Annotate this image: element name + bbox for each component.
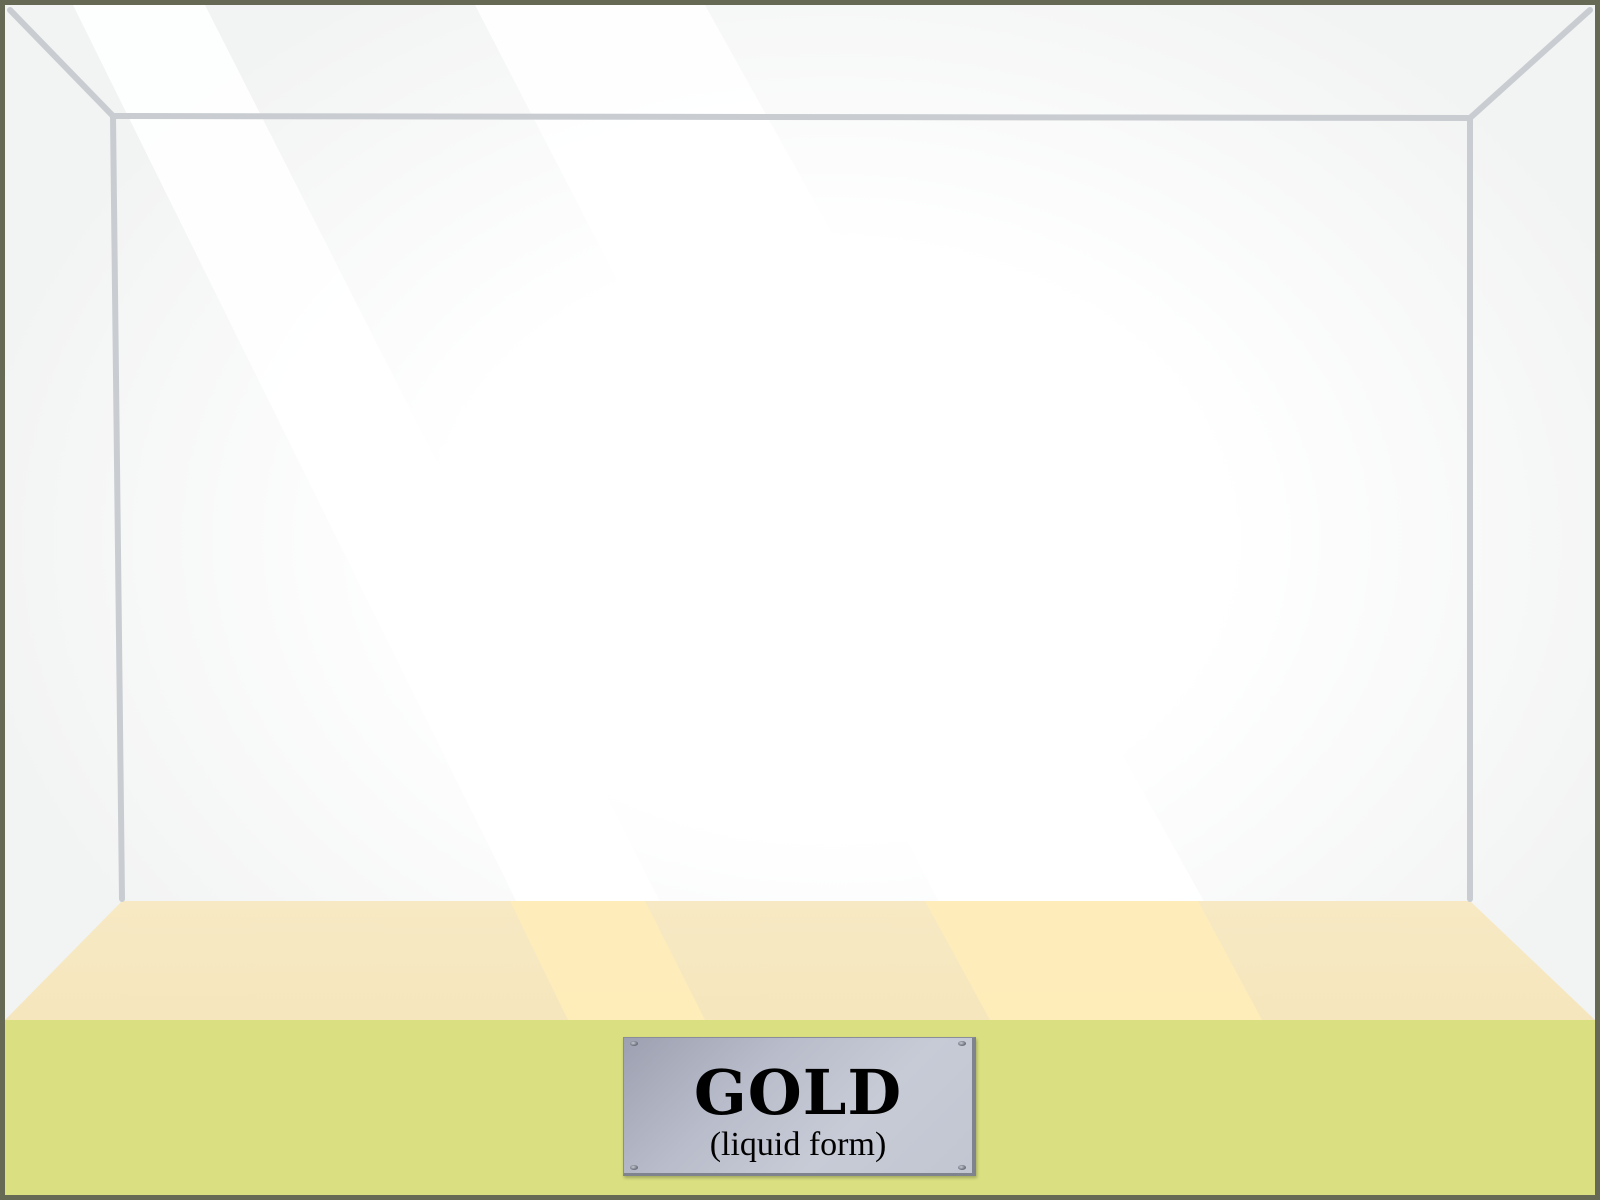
name-plaque: GOLD (liquid form) [623, 1037, 976, 1176]
light-beam-left [73, 5, 720, 1020]
light-beam-right [475, 5, 1270, 1020]
screw-icon [958, 1165, 966, 1170]
screw-icon [630, 1041, 638, 1046]
screw-icon [958, 1041, 966, 1046]
floor-light-right [925, 901, 1262, 1020]
plaque-title: GOLD [693, 1056, 903, 1129]
screw-icon [630, 1165, 638, 1170]
floor-light-left [510, 901, 705, 1020]
case-frame [7, 7, 1593, 902]
plaque-subtitle: (liquid form) [709, 1126, 887, 1163]
tank-floor [5, 901, 1595, 1020]
